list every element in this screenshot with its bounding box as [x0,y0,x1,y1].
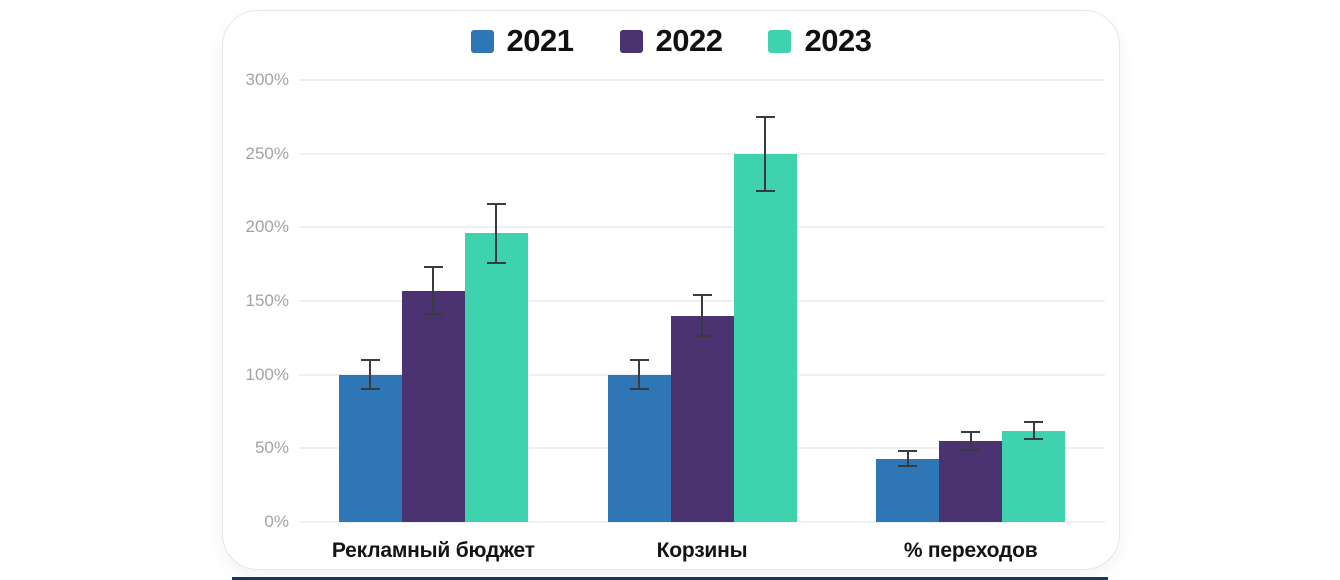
error-bar-cap-bottom [360,388,380,391]
bar-2022 [401,290,465,522]
bar-2022 [670,315,734,522]
legend-label-2022: 2022 [655,23,723,58]
legend-swatch-2021 [470,29,494,53]
error-bar-cap-bottom [629,388,649,391]
error-bar-cap-top [692,294,712,297]
bar-2023 [464,233,528,522]
error-bar-line [369,359,372,390]
error-bar-cap-top [486,202,506,205]
y-tick-label: 300% [245,70,289,89]
legend-item-2022: 2022 [619,23,723,59]
legend-item-2021: 2021 [470,23,574,59]
category-label: % переходов [903,539,1038,562]
error-bar-line [638,359,640,390]
y-tick-label: 250% [245,143,289,163]
legend-label-2021: 2021 [506,23,574,58]
error-bar-line [432,267,435,315]
y-tick-label: 50% [254,438,289,458]
gridline [299,521,1105,523]
error-bar-cap-top [1024,420,1044,423]
error-bar-line [495,203,498,263]
error-bar-cap-bottom [898,465,918,467]
bar-2022 [939,440,1003,522]
error-bar-cap-top [755,115,775,118]
error-bar-cap-bottom [961,448,981,451]
error-bar-cap-bottom [423,313,443,316]
plot-area: 0% 50% 100% 150% 200% 250% 300% Рекламный бюдже… [223,11,1119,569]
gridline [299,79,1105,81]
y-tick-label: 100% [245,364,289,384]
error-bar-cap-top [423,266,443,269]
bar-2023 [733,153,797,522]
bar-2021 [338,374,402,522]
gridline [299,152,1105,155]
y-tick-label: 200% [245,217,289,237]
error-bar-cap-bottom [755,189,775,192]
error-bar-cap-top [898,450,918,453]
bottom-edge-bar [232,577,1108,580]
y-tick-label: 0% [264,512,289,531]
error-bar-cap-bottom [486,261,506,264]
legend: 2021 2022 2023 [223,23,1119,59]
legend-label-2023: 2023 [804,23,872,58]
legend-swatch-2023 [768,29,792,53]
category-label: Рекламный бюджет [331,539,535,562]
error-bar-cap-bottom [692,335,712,338]
error-bar-cap-top [629,358,649,361]
y-tick-label: 150% [245,291,289,310]
error-bar-cap-top [360,358,380,361]
error-bar-line [701,295,703,337]
error-bar-cap-top [961,431,981,434]
category-label: Корзины [656,539,748,562]
error-bar-line [764,116,766,191]
error-bar-line [1032,421,1035,440]
bar-2023 [1002,430,1066,522]
chart-card: 2021 2022 2023 0% 50% 100% 150% 200% 250% 300%… [222,10,1120,570]
bar-2021 [607,374,671,522]
bar-2021 [876,458,940,522]
gridline [299,226,1105,229]
legend-item-2023: 2023 [768,23,872,59]
error-bar-line [906,451,909,466]
error-bar-line [969,432,972,450]
legend-swatch-2022 [619,29,643,53]
error-bar-cap-bottom [1024,438,1044,441]
